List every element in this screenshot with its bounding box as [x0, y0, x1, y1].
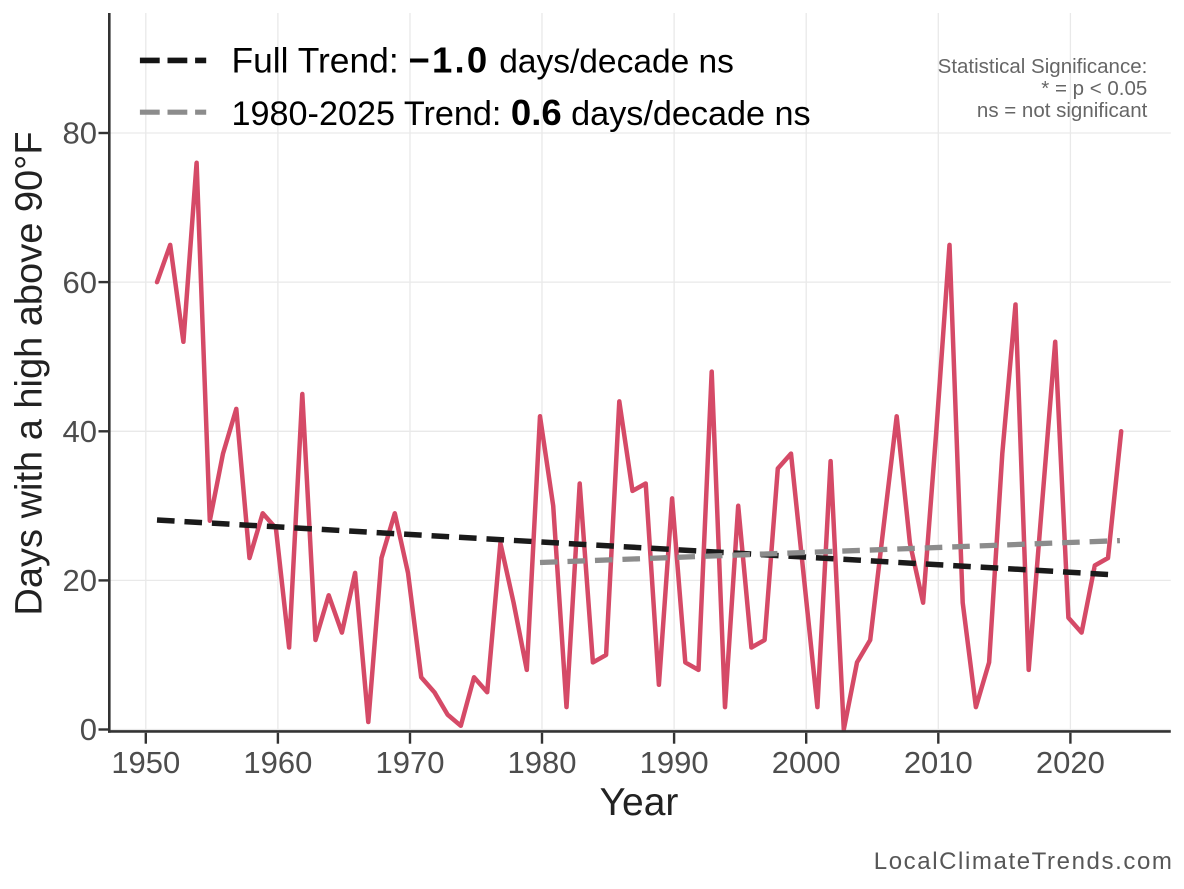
svg-text:Days with a high above 90°F: Days with a high above 90°F	[9, 131, 51, 615]
svg-text:* = p < 0.05: * = p < 0.05	[1041, 77, 1147, 100]
svg-text:Statistical Significance:: Statistical Significance:	[938, 55, 1148, 78]
svg-text:LocalClimateTrends.com: LocalClimateTrends.com	[874, 848, 1174, 875]
svg-text:80: 80	[63, 116, 97, 151]
svg-text:2000: 2000	[772, 745, 841, 780]
svg-text:1980-2025 Trend: 0.6 days/deca: 1980-2025 Trend: 0.6 days/decade ns	[232, 92, 811, 133]
svg-text:2020: 2020	[1036, 745, 1105, 780]
svg-text:1970: 1970	[376, 745, 445, 780]
svg-text:20: 20	[63, 563, 97, 598]
svg-text:1980: 1980	[508, 745, 577, 780]
svg-text:40: 40	[63, 414, 97, 449]
svg-text:Full Trend: −1.0 days/decade n: Full Trend: −1.0 days/decade ns	[232, 39, 734, 80]
svg-text:0: 0	[80, 712, 97, 747]
svg-text:1960: 1960	[243, 745, 312, 780]
svg-text:1950: 1950	[111, 745, 180, 780]
svg-text:2010: 2010	[904, 745, 973, 780]
svg-text:60: 60	[63, 265, 97, 300]
svg-text:ns = not significant: ns = not significant	[977, 99, 1148, 122]
svg-text:Year: Year	[600, 781, 679, 824]
svg-text:1990: 1990	[640, 745, 709, 780]
